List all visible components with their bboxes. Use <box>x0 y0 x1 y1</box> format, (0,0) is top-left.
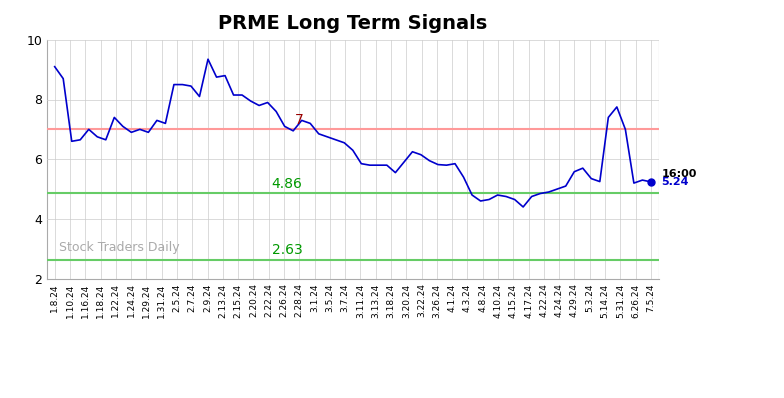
Text: Stock Traders Daily: Stock Traders Daily <box>60 241 180 254</box>
Text: 5.24: 5.24 <box>662 178 689 187</box>
Text: 4.86: 4.86 <box>271 177 303 191</box>
Title: PRME Long Term Signals: PRME Long Term Signals <box>218 14 488 33</box>
Text: 7: 7 <box>295 113 303 127</box>
Text: 16:00: 16:00 <box>662 168 697 179</box>
Text: 2.63: 2.63 <box>272 244 303 258</box>
